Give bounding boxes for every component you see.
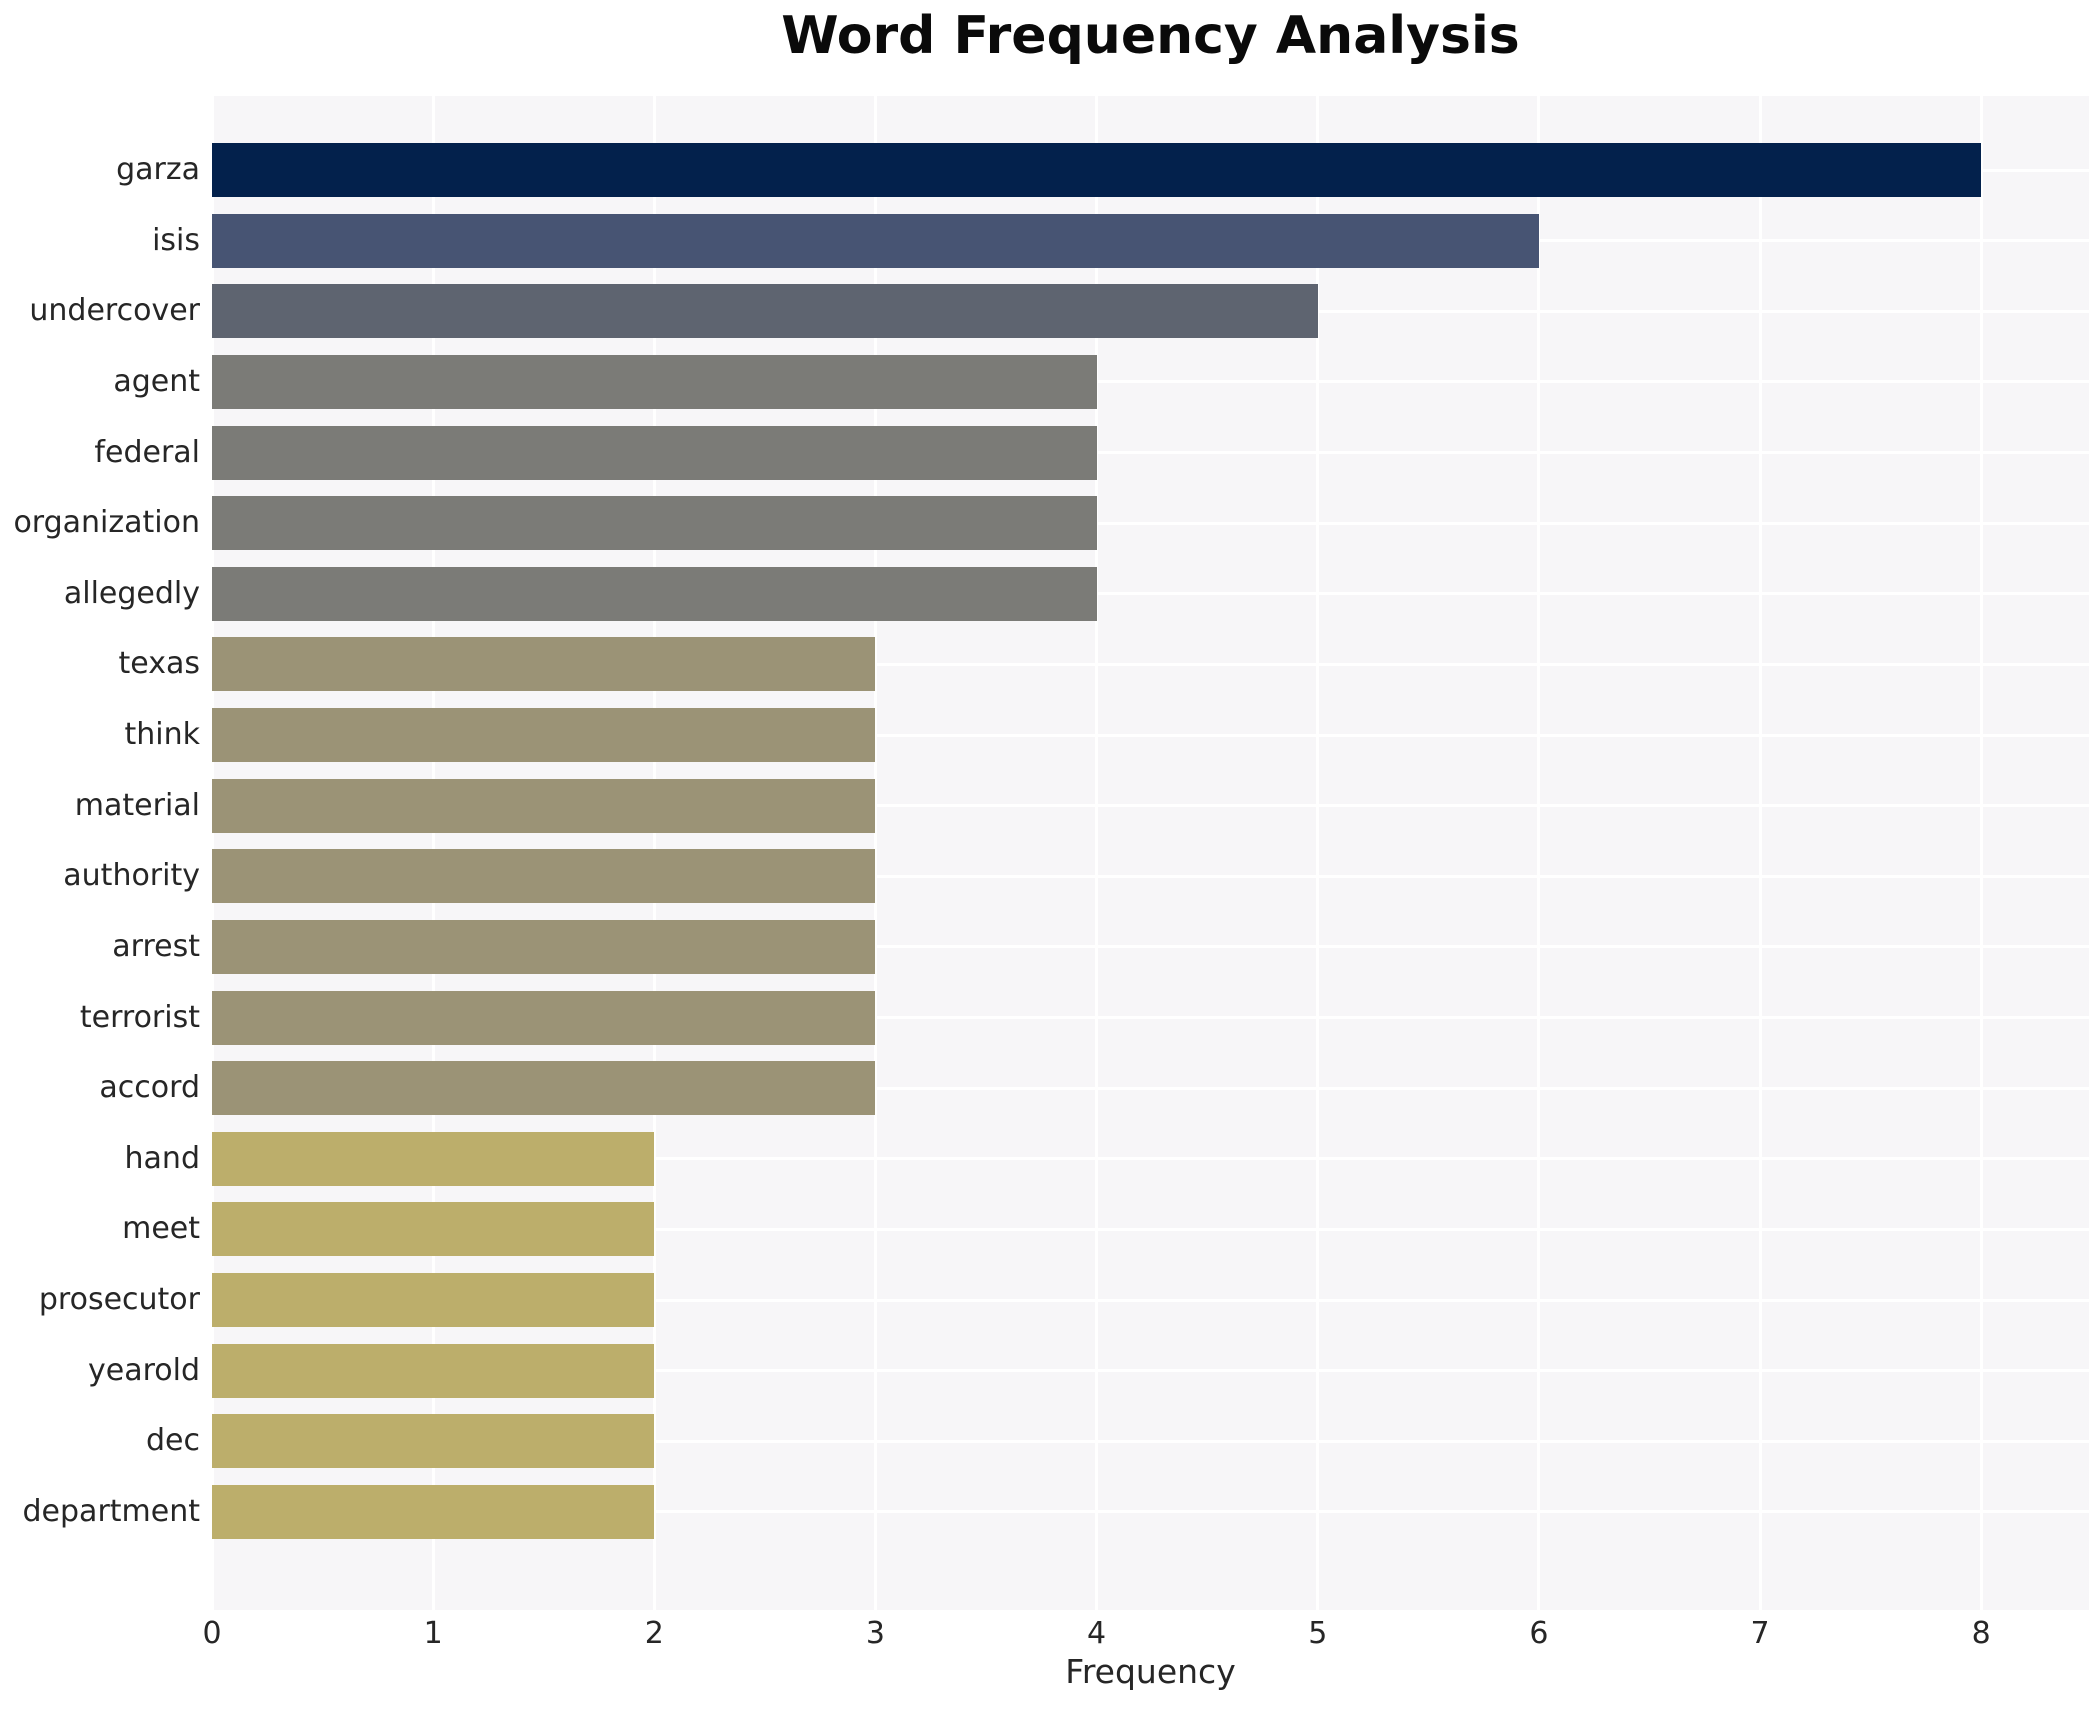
bar-hand (212, 1131, 655, 1186)
x-tick-1: 1 (423, 1616, 443, 1651)
bar-dec (212, 1414, 655, 1469)
bar-agent (212, 354, 1097, 409)
horizontal-gridline (212, 804, 2089, 808)
horizontal-gridline (212, 945, 2089, 949)
x-tick-6: 6 (1529, 1616, 1549, 1651)
x-tick-3: 3 (865, 1616, 885, 1651)
bar-undercover (212, 284, 1318, 339)
horizontal-gridline (212, 1510, 2089, 1514)
bar-texas (212, 637, 876, 692)
horizontal-gridline (212, 662, 2089, 666)
y-label-prosecutor: prosecutor (38, 1282, 200, 1318)
x-tick-2: 2 (644, 1616, 664, 1651)
bar-terrorist (212, 990, 876, 1045)
bar-accord (212, 1061, 876, 1116)
bar-authority (212, 849, 876, 904)
bar-department (212, 1484, 655, 1539)
y-label-hand: hand (124, 1140, 200, 1176)
horizontal-gridline (212, 733, 2089, 737)
y-label-yearold: yearold (87, 1352, 200, 1388)
horizontal-gridline (212, 1369, 2089, 1373)
horizontal-gridline (212, 592, 2089, 596)
bar-yearold (212, 1343, 655, 1398)
bar-meet (212, 1202, 655, 1257)
y-label-federal: federal (94, 434, 200, 470)
horizontal-gridline (212, 521, 2089, 525)
horizontal-gridline (212, 1016, 2089, 1020)
horizontal-gridline (212, 1157, 2089, 1161)
bar-arrest (212, 919, 876, 974)
bar-allegedly (212, 566, 1097, 621)
x-tick-4: 4 (1087, 1616, 1107, 1651)
bar-think (212, 708, 876, 763)
y-label-department: department (22, 1493, 200, 1529)
horizontal-gridline (212, 1086, 2089, 1090)
x-tick-0: 0 (202, 1616, 222, 1651)
bar-prosecutor (212, 1273, 655, 1328)
y-label-think: think (124, 717, 201, 753)
bar-organization (212, 496, 1097, 551)
horizontal-gridline (212, 874, 2089, 878)
y-label-texas: texas (118, 646, 200, 682)
y-label-terrorist: terrorist (79, 999, 200, 1035)
horizontal-gridline (212, 1227, 2089, 1231)
vertical-gridline-8 (1979, 96, 1983, 1610)
bar-isis (212, 213, 1539, 268)
y-label-allegedly: allegedly (63, 575, 200, 611)
x-axis-label: Frequency (1065, 1652, 1236, 1691)
horizontal-gridline (212, 1298, 2089, 1302)
vertical-gridline-7 (1758, 96, 1762, 1610)
x-tick-8: 8 (1971, 1616, 1991, 1651)
vertical-gridline-5 (1316, 96, 1320, 1610)
y-label-organization: organization (13, 505, 200, 541)
x-tick-5: 5 (1308, 1616, 1328, 1651)
y-label-meet: meet (122, 1211, 200, 1247)
horizontal-gridline (212, 1439, 2089, 1443)
vertical-gridline-6 (1537, 96, 1541, 1610)
x-tick-7: 7 (1750, 1616, 1770, 1651)
y-label-material: material (74, 787, 200, 823)
bar-federal (212, 425, 1097, 480)
chart-title: Word Frequency Analysis (781, 6, 1520, 66)
vertical-gridline-4 (1095, 96, 1099, 1610)
plot-panel (210, 96, 2089, 1610)
y-label-arrest: arrest (112, 928, 200, 964)
y-label-garza: garza (116, 152, 200, 187)
y-label-dec: dec (146, 1423, 200, 1459)
horizontal-gridline (212, 380, 2089, 384)
y-label-authority: authority (63, 858, 200, 894)
vertical-gridline-3 (873, 96, 877, 1610)
bar-material (212, 778, 876, 833)
bar-garza (212, 143, 1982, 197)
y-label-undercover: undercover (29, 293, 200, 329)
horizontal-gridline (212, 451, 2089, 455)
y-label-accord: accord (99, 1070, 200, 1106)
y-label-agent: agent (113, 363, 200, 399)
y-label-isis: isis (152, 222, 200, 258)
